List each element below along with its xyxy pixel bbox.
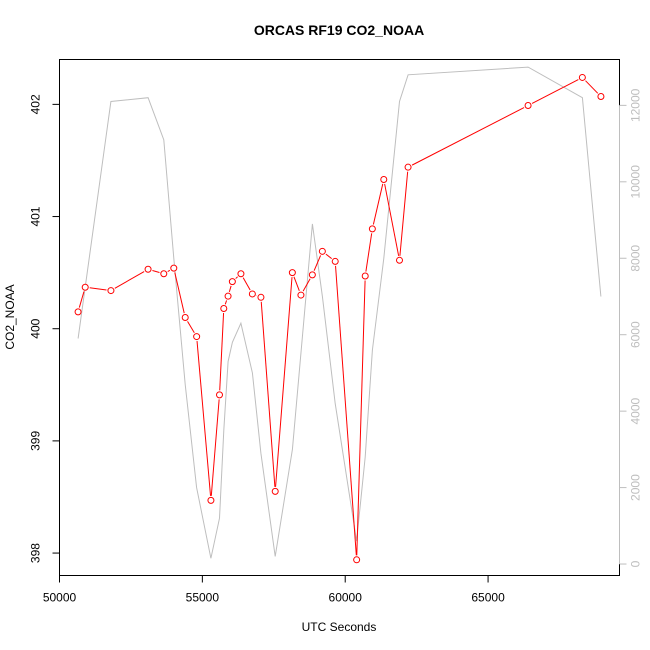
y-tick-label: 399 — [29, 431, 43, 451]
co2-data-point — [237, 270, 245, 278]
co2-data-point — [368, 225, 376, 233]
y2-tick-label: 4000 — [629, 397, 643, 424]
co2-data-point — [271, 487, 279, 495]
co2-data-point — [597, 93, 605, 101]
co2-series-segment — [167, 269, 171, 272]
co2-data-point — [144, 265, 152, 273]
co2-data-point — [578, 73, 586, 81]
co2-series-segment — [174, 272, 185, 314]
co2-data-point — [308, 271, 316, 279]
co2-series-segment — [372, 183, 384, 225]
co2-series-segment — [219, 312, 225, 391]
y2-tick-label: 0 — [629, 560, 643, 567]
co2-data-point — [220, 305, 228, 313]
co2-data-point — [524, 101, 532, 109]
co2-data-point — [248, 290, 256, 298]
co2-data-point — [107, 287, 115, 295]
x-axis-label: UTC Seconds — [302, 620, 377, 634]
co2-data-point — [181, 314, 189, 321]
co2-data-point — [81, 283, 89, 291]
x-tick-label: 55000 — [186, 591, 220, 605]
y-axis-label: CO2_NOAA — [3, 284, 17, 349]
co2-series-segment — [399, 171, 409, 256]
co2-data-point — [228, 278, 236, 286]
y-tick-label: 400 — [29, 318, 43, 338]
x-axis: 50000 55000 60000 65000 — [43, 575, 505, 605]
co2-series-segment — [313, 255, 322, 271]
x-tick-label: 60000 — [329, 591, 363, 605]
co2-series-segment — [260, 301, 276, 487]
co2-data-point — [224, 292, 232, 300]
co2-series-segment — [114, 271, 145, 289]
co2-data-point — [257, 293, 265, 301]
y-tick-label: 402 — [29, 94, 43, 114]
co2-series-segment — [242, 277, 251, 291]
x-tick-label: 65000 — [471, 591, 505, 605]
co2-series-segment — [411, 107, 525, 166]
co2-series-segment — [152, 270, 160, 273]
co2-series-segment — [224, 300, 228, 305]
x-tick-label: 50000 — [43, 591, 77, 605]
co2-series-segment — [196, 341, 212, 496]
co2-series-segment — [335, 265, 357, 556]
co2-data-point — [193, 333, 201, 341]
chart-title: ORCAS RF19 CO2_NOAA — [254, 22, 424, 38]
co2-data-point — [353, 556, 361, 564]
y2-tick-label: 12000 — [629, 88, 643, 122]
co2-series-segment — [235, 276, 238, 279]
co2-data-point — [288, 269, 296, 277]
co2-data-point — [318, 247, 326, 255]
co2-series-segment — [89, 287, 107, 291]
co2-data-point — [361, 272, 369, 280]
y2-tick-label: 8000 — [629, 245, 643, 272]
co2-data-point — [160, 270, 168, 278]
co2-series-segment — [356, 280, 366, 556]
y2-tick-label: 6000 — [629, 321, 643, 348]
y-tick-label: 398 — [29, 543, 43, 563]
y-axis-left: 398 399 400 401 402 — [29, 94, 60, 563]
co2-series-segment — [78, 291, 85, 308]
y-axis-right: 0 2000 4000 6000 8000 10000 12000 — [619, 88, 643, 567]
co2-data-point — [207, 496, 215, 504]
co2-data-point — [74, 308, 82, 316]
co2-data-point — [170, 264, 178, 272]
y2-tick-label: 2000 — [629, 474, 643, 501]
co2-series-segment — [228, 285, 232, 293]
co2-series-segment — [187, 321, 195, 333]
co2-series-segment — [365, 233, 373, 272]
co2-series-segment — [293, 276, 300, 292]
secondary-series-line — [77, 66, 602, 559]
co2-data-point — [396, 256, 403, 264]
co2-series-segment — [275, 277, 293, 487]
co2-data-point — [404, 163, 412, 171]
co2-data-point — [297, 291, 305, 299]
co2-data-point — [216, 391, 223, 399]
co2-series-segment — [384, 183, 400, 256]
co2-series-segment — [531, 79, 579, 104]
co2-data-point — [380, 176, 388, 184]
co2-data-point — [331, 257, 339, 265]
co2-series-segment — [585, 80, 599, 94]
co2-series-segment — [325, 253, 332, 260]
y-tick-label: 401 — [29, 206, 43, 226]
co2-series-segment — [302, 278, 311, 292]
co2-series-segment — [210, 399, 220, 496]
y2-tick-label: 10000 — [629, 165, 643, 199]
series-layer — [74, 66, 605, 564]
